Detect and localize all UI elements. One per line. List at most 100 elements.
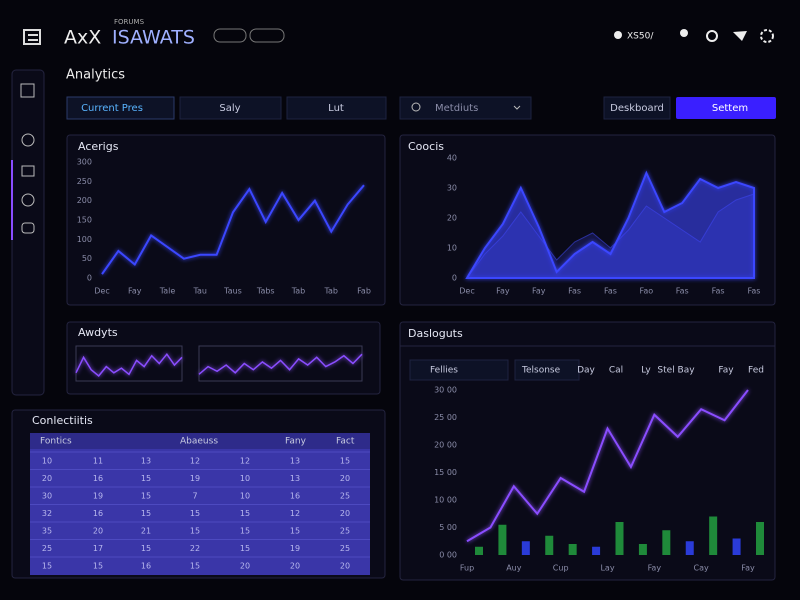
table-cell: 25 bbox=[42, 544, 52, 553]
settings-icon[interactable] bbox=[760, 29, 774, 43]
panel-title: Conlectiitis bbox=[32, 414, 93, 427]
y-tick-label: 0 00 bbox=[439, 551, 457, 560]
table-cell: 20 bbox=[340, 562, 350, 571]
tab[interactable] bbox=[179, 96, 282, 120]
y-tick-label: 200 bbox=[77, 196, 92, 205]
table-cell: 15 bbox=[141, 544, 151, 553]
dropdown-arrow bbox=[513, 105, 521, 110]
logo: AxX bbox=[64, 27, 101, 49]
panel-title: Coocis bbox=[408, 140, 444, 153]
line bbox=[466, 389, 749, 543]
table-cell: 19 bbox=[93, 492, 103, 501]
button-label[interactable]: Settem bbox=[712, 103, 748, 114]
table-cell: 20 bbox=[93, 527, 103, 536]
bar bbox=[615, 522, 624, 555]
panel-title: Acerigs bbox=[78, 140, 119, 153]
x-tick-label: Auy bbox=[506, 564, 522, 573]
help-icon[interactable] bbox=[706, 30, 718, 42]
sparkline bbox=[198, 353, 363, 375]
period-tab[interactable]: Cal bbox=[609, 366, 623, 376]
x-tick-label: Fas bbox=[676, 287, 689, 296]
y-tick-label: 30 bbox=[447, 184, 457, 193]
button-primary[interactable] bbox=[676, 97, 776, 119]
toggle[interactable] bbox=[213, 28, 247, 43]
tab[interactable] bbox=[286, 96, 387, 120]
table-cell: 15 bbox=[290, 527, 300, 536]
x-tick-label: Fay bbox=[741, 564, 755, 573]
nav-icon[interactable] bbox=[20, 83, 35, 98]
period-tab[interactable]: Fed bbox=[748, 366, 764, 376]
y-tick-label: 25 00 bbox=[434, 413, 457, 422]
table-cell: 15 bbox=[240, 509, 250, 518]
search-box[interactable] bbox=[399, 96, 532, 120]
table-cell: 15 bbox=[190, 509, 200, 518]
y-tick-label: 250 bbox=[77, 177, 92, 186]
nav-icon[interactable] bbox=[21, 133, 35, 147]
period-tab[interactable]: Day bbox=[577, 366, 595, 376]
table-cell: 30 bbox=[42, 492, 52, 501]
tab[interactable] bbox=[66, 96, 175, 120]
nav-icon[interactable] bbox=[21, 222, 35, 234]
table-cell: 13 bbox=[290, 474, 300, 483]
filter-label[interactable]: Fellies bbox=[430, 366, 458, 376]
x-tick-label: Cay bbox=[694, 564, 709, 573]
x-tick-label: Fao bbox=[640, 287, 654, 296]
period-tab[interactable]: Fay bbox=[718, 366, 734, 376]
table-cell: 15 bbox=[141, 474, 151, 483]
table-cell: 11 bbox=[93, 457, 103, 466]
tab-label[interactable]: Saly bbox=[219, 103, 240, 114]
table-cell: 15 bbox=[93, 562, 103, 571]
x-tick-label: Taus bbox=[223, 287, 242, 296]
bar bbox=[592, 546, 601, 555]
x-tick-label: Cup bbox=[553, 564, 569, 573]
table-cell: 25 bbox=[340, 527, 350, 536]
y-tick-label: 10 bbox=[447, 244, 457, 253]
nav-icon[interactable] bbox=[21, 165, 35, 177]
table-cell: 13 bbox=[141, 457, 151, 466]
tab-label[interactable]: Lut bbox=[328, 103, 344, 114]
table-cell: 12 bbox=[240, 457, 250, 466]
table-cell: 15 bbox=[141, 509, 151, 518]
table-cell: 16 bbox=[141, 562, 151, 571]
period-tab[interactable]: Stel Bay bbox=[657, 366, 695, 376]
table-cell: 15 bbox=[190, 562, 200, 571]
y-tick-label: 10 00 bbox=[434, 496, 457, 505]
sparkline-frame bbox=[198, 345, 363, 382]
bar bbox=[521, 541, 530, 555]
table-cell: 16 bbox=[93, 474, 103, 483]
x-tick-label: Fas bbox=[712, 287, 725, 296]
social-icon[interactable] bbox=[733, 31, 747, 41]
panel bbox=[399, 321, 776, 581]
table-cell: 12 bbox=[290, 509, 300, 518]
x-tick-label: Dec bbox=[94, 287, 109, 296]
bar bbox=[568, 544, 577, 555]
period-tab[interactable]: Ly bbox=[641, 366, 651, 376]
x-tick-label: Fab bbox=[357, 287, 371, 296]
user-icon[interactable] bbox=[680, 29, 688, 37]
filter[interactable] bbox=[409, 359, 509, 381]
y-tick-label: 50 bbox=[82, 254, 92, 263]
table-cell: 19 bbox=[190, 474, 200, 483]
sparkline-frame bbox=[75, 345, 183, 382]
bar bbox=[545, 535, 554, 555]
x-tick-label: Fay bbox=[496, 287, 510, 296]
button-label[interactable]: Deskboard bbox=[610, 103, 664, 114]
tab-label[interactable]: Current Pres bbox=[81, 103, 143, 114]
table-cell: 15 bbox=[240, 544, 250, 553]
filter[interactable] bbox=[514, 359, 580, 381]
y-tick-label: 0 bbox=[452, 274, 457, 283]
table-header-cell: Fontics bbox=[40, 437, 72, 447]
menu-icon[interactable] bbox=[23, 29, 41, 45]
table-cell: 21 bbox=[141, 527, 151, 536]
toggle[interactable] bbox=[249, 28, 285, 43]
line bbox=[101, 184, 365, 275]
nav-icon[interactable] bbox=[21, 193, 35, 207]
bar bbox=[709, 516, 718, 555]
button[interactable] bbox=[603, 96, 671, 120]
table-cell: 16 bbox=[93, 509, 103, 518]
bar bbox=[662, 530, 671, 555]
filter-label[interactable]: Telsonse bbox=[521, 366, 561, 376]
x-tick-label: Fay bbox=[648, 564, 662, 573]
y-tick-label: 40 bbox=[447, 154, 457, 163]
